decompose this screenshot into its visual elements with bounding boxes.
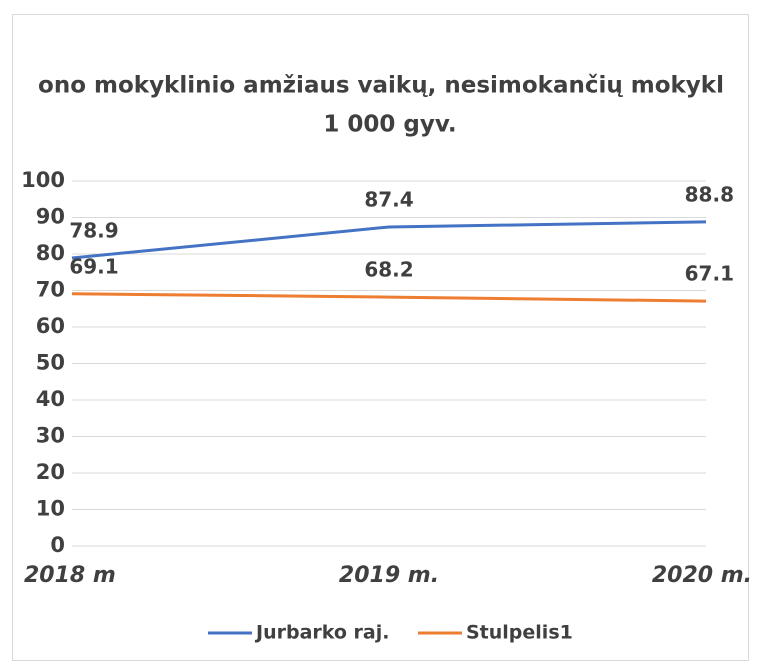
series-line (71, 220, 707, 260)
y-tick-label: 20 (36, 460, 65, 484)
x-tick-label: 2020 m. (652, 563, 752, 588)
y-tick-label: 60 (36, 314, 65, 338)
y-tick-label: 90 (36, 205, 65, 229)
data-label: 87.4 (364, 187, 413, 211)
series-line (71, 292, 707, 303)
data-label: 67.1 (685, 262, 734, 286)
legend-label: Jurbarko raj. (254, 622, 389, 644)
y-tick-label: 50 (36, 351, 65, 375)
chart-title: 1 000 gyv. (323, 112, 456, 138)
chart-area (12, 14, 749, 661)
data-label: 88.8 (685, 182, 734, 206)
data-label: 78.9 (69, 219, 118, 243)
y-tick-label: 30 (36, 424, 65, 448)
data-label: 69.1 (69, 254, 118, 278)
y-tick-label: 0 (50, 533, 65, 557)
y-tick-label: 10 (36, 497, 65, 521)
y-tick-label: 40 (36, 387, 65, 411)
x-tick-label: 2018 m (24, 563, 116, 588)
x-tick-label: 2019 m. (339, 563, 439, 588)
y-tick-label: 100 (21, 168, 65, 192)
chart-title: ono mokyklinio amžiaus vaikų, nesimokanč… (38, 73, 724, 99)
legend-label: Stulpelis1 (466, 622, 573, 644)
y-tick-label: 80 (36, 241, 65, 265)
data-label: 68.2 (364, 258, 413, 282)
y-tick-label: 70 (36, 278, 65, 302)
